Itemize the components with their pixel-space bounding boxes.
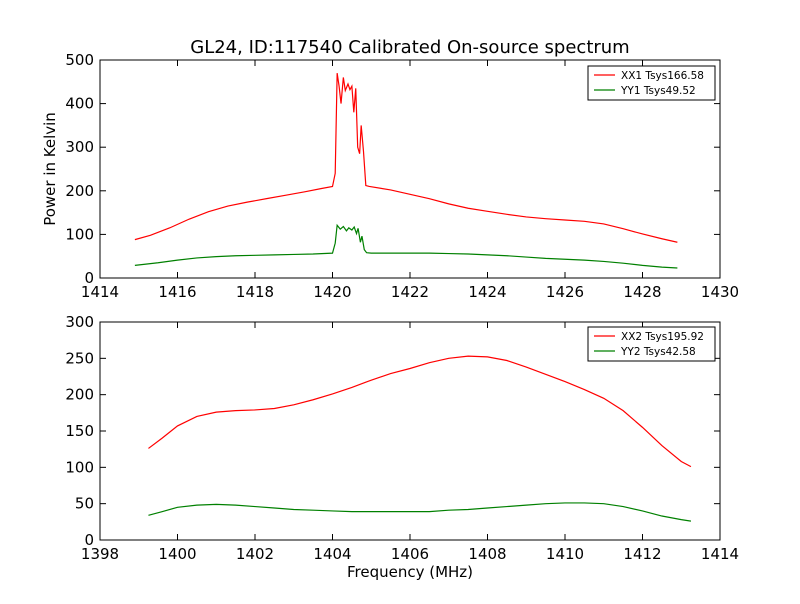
chart-title: GL24, ID:117540 Calibrated On-source spe… [190, 37, 629, 58]
x-tick-label: 1430 [701, 283, 739, 301]
legend: XX1 Tsys166.58 YY1 Tsys49.52 [587, 65, 716, 101]
series-line-green-panel-1 [134, 223, 678, 269]
y-tick-label: 300 [65, 138, 94, 156]
x-tick-label: 1416 [158, 283, 196, 301]
y-tick-label: 250 [65, 349, 94, 367]
y-tick-label: 150 [65, 422, 94, 440]
series-line-red-panel-2 [148, 355, 692, 468]
x-tick-label: 1406 [391, 545, 429, 563]
x-tick-label: 1414 [81, 283, 119, 301]
x-tick-label: 1410 [546, 545, 584, 563]
x-tick-label: 1414 [701, 545, 739, 563]
y-tick-label: 200 [65, 182, 94, 200]
y-tick-label: 0 [84, 269, 94, 287]
y-tick-label: 400 [65, 95, 94, 113]
legend-box [587, 65, 716, 101]
x-tick-label: 1398 [81, 545, 119, 563]
x-tick-label: 1428 [623, 283, 661, 301]
legend-box [587, 326, 716, 362]
x-tick-label: 1420 [313, 283, 351, 301]
x-tick-label: 1400 [158, 545, 196, 563]
x-tick-label: 1402 [236, 545, 274, 563]
y-axis-label: Power in Kelvin [41, 112, 59, 226]
x-tick-label: 1408 [468, 545, 506, 563]
legend-label: YY1 Tsys49.52 [620, 85, 696, 97]
series-line-red-panel-1 [134, 72, 678, 243]
y-tick-label: 300 [65, 313, 94, 331]
y-tick-label: 50 [75, 495, 94, 513]
x-tick-label: 1422 [391, 283, 429, 301]
legend-label: XX1 Tsys166.58 [621, 70, 704, 82]
x-axis-label: Frequency (MHz) [347, 563, 473, 581]
y-tick-label: 500 [65, 51, 94, 69]
series-line-green-panel-2 [148, 502, 692, 522]
top-panel: 1414 1416 1418 1420 1422 1424 1426 1428 1430 0 100… [65, 51, 739, 301]
x-tick-label: 1412 [623, 545, 661, 563]
x-tick-label: 1418 [236, 283, 274, 301]
legend: XX2 Tsys195.92 YY2 Tsys42.58 [587, 326, 716, 362]
y-tick-label: 200 [65, 386, 94, 404]
x-tick-label: 1426 [546, 283, 584, 301]
y-tick-label: 100 [65, 458, 94, 476]
x-tick-label: 1404 [313, 545, 351, 563]
y-tick-label: 0 [84, 531, 94, 549]
legend-label: XX2 Tsys195.92 [621, 331, 704, 343]
x-tick-label: 1424 [468, 283, 506, 301]
y-tick-label: 100 [65, 225, 94, 243]
bottom-panel: 1398 1400 1402 1404 1406 1408 1410 1412 1414 0 50 1… [65, 313, 739, 563]
legend-label: YY2 Tsys42.58 [620, 346, 696, 358]
